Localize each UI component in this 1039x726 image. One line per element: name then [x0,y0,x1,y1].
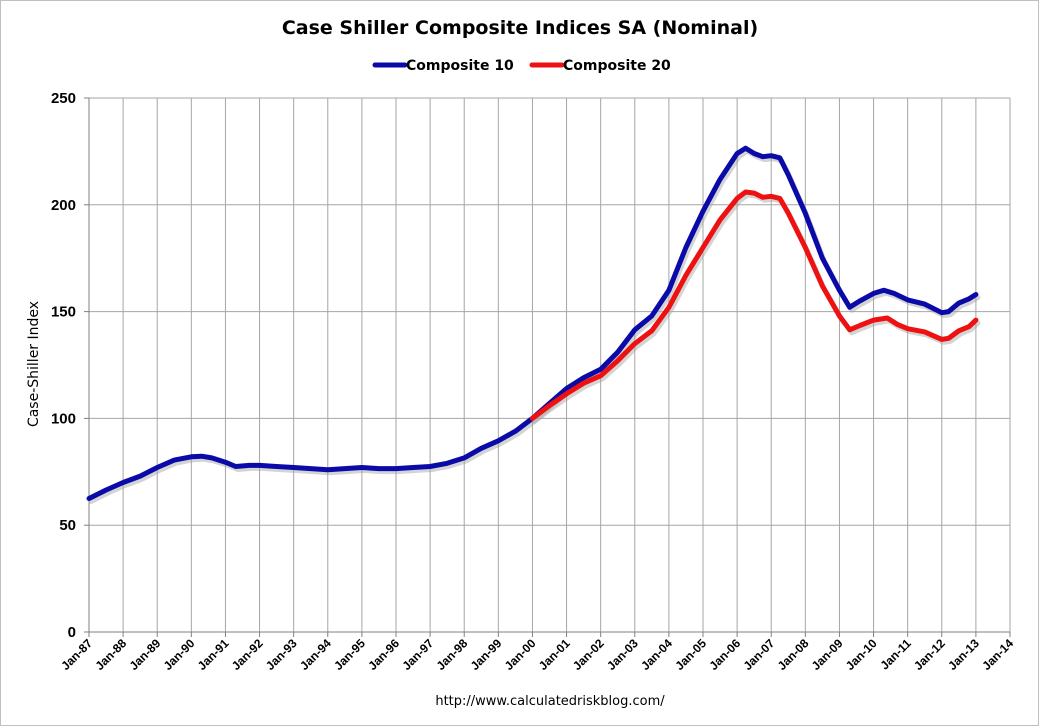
y-axis-ticks: 0 50 100 150 200 250 [51,90,89,641]
x-tick-label: Jan-98 [434,636,471,673]
x-tick-label: Jan-14 [979,636,1016,673]
x-tick-label: Jan-88 [92,636,129,673]
x-tick-label: Jan-08 [775,636,812,673]
y-axis-title: Case-Shiller Index [26,301,42,427]
y-tick-label: 150 [51,304,76,321]
y-tick-label: 200 [51,197,76,214]
legend-label: Composite 20 [563,58,671,74]
x-tick-label: Jan-10 [843,636,880,673]
x-tick-label: Jan-05 [672,636,709,673]
x-tick-label: Jan-89 [127,636,164,673]
x-tick-label: Jan-12 [911,636,948,673]
source-note: http://www.calculatedriskblog.com/ [435,694,665,709]
y-tick-label: 100 [51,410,76,427]
x-tick-label: Jan-04 [638,636,675,673]
x-tick-label: Jan-13 [945,636,982,673]
x-tick-label: Jan-94 [297,636,334,673]
x-tick-label: Jan-93 [263,636,300,673]
x-tick-label: Jan-92 [229,636,266,673]
x-tick-label: Jan-06 [706,636,743,673]
x-tick-label: Jan-11 [877,636,914,673]
x-tick-label: Jan-90 [161,636,198,673]
axes [88,98,1010,633]
series-line-composite-10 [86,145,979,501]
x-tick-label: Jan-97 [399,636,436,673]
x-tick-label: Jan-02 [570,636,607,673]
x-tick-label: Jan-07 [741,636,778,673]
plot-area [89,98,1010,632]
series-line-composite-20 [529,189,979,421]
x-tick-label: Jan-99 [468,636,505,673]
y-tick-label: 50 [59,517,76,534]
legend-label: Composite 10 [406,58,514,74]
x-tick-label: Jan-95 [331,636,368,673]
x-tick-label: Jan-01 [536,636,573,673]
grid-lines [89,97,1011,632]
chart-title: Case Shiller Composite Indices SA (Nomin… [282,17,758,39]
x-tick-label: Jan-00 [502,636,539,673]
legend: Composite 10 Composite 20 [372,58,671,74]
y-tick-label: 250 [51,90,76,107]
x-tick-label: Jan-87 [58,636,95,673]
series-lines [86,145,981,504]
x-tick-label: Jan-91 [195,636,232,673]
x-tick-label: Jan-09 [809,636,846,673]
y-tick-label: 0 [68,624,76,641]
x-tick-label: Jan-96 [365,636,402,673]
x-axis-ticks: Jan-87Jan-88Jan-89Jan-90Jan-91Jan-92Jan-… [58,632,1016,673]
x-tick-label: Jan-03 [604,636,641,673]
